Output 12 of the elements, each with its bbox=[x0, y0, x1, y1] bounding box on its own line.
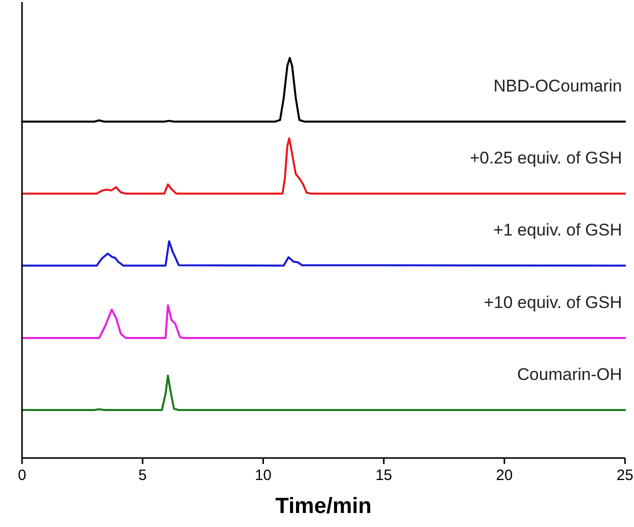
series-label: +0.25 equiv. of GSH bbox=[470, 148, 622, 168]
series-label: NBD-OCoumarin bbox=[494, 76, 622, 96]
x-tick-label: 10 bbox=[254, 467, 272, 484]
x-tick-label: 25 bbox=[616, 467, 634, 484]
series-label: +1 equiv. of GSH bbox=[493, 220, 622, 240]
series-label: Coumarin-OH bbox=[517, 365, 622, 384]
x-tick-label: 15 bbox=[375, 467, 392, 484]
x-tick-label: 20 bbox=[496, 467, 513, 484]
x-axis-title: Time/min bbox=[275, 493, 372, 518]
x-tick-label: 5 bbox=[138, 467, 147, 484]
x-tick-label: 0 bbox=[18, 467, 26, 484]
series-label: +10 equiv. of GSH bbox=[484, 293, 622, 312]
